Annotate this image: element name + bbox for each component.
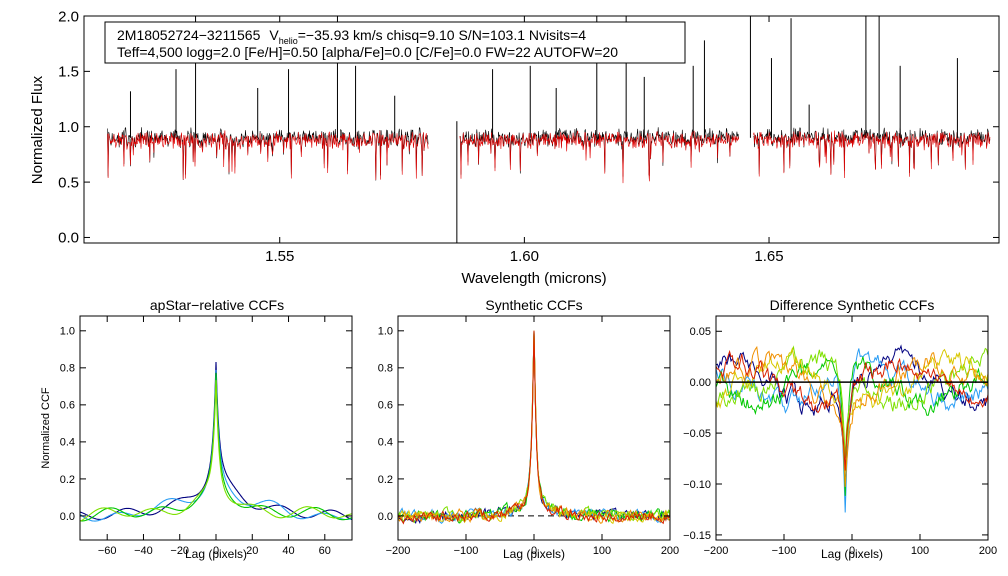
spectrum-ylabel: Normalized Flux (29, 75, 46, 184)
ccf-apstar-panel: apStar−relative CCFs −60 −40 −20 0 20 40 60 0.0… (40, 297, 353, 561)
annotation-line2: Teff=4,500 logg=2.0 [Fe/H]=0.50 [alpha/F… (117, 44, 618, 60)
ccf3-series-line (715, 356, 989, 496)
annotation-v-subscript: helio (279, 36, 298, 46)
x-tick-label: 0 (849, 545, 855, 557)
ccf1-series-line (79, 372, 353, 522)
annotation-line1: 2M18052724−3211565 Vhelio=−35.93 km/s chi… (117, 27, 586, 46)
ccf3-series-line (715, 347, 989, 472)
y-tick-label: 2.0 (58, 8, 79, 25)
x-tick-label: −200 (386, 545, 411, 557)
spectrum-xlabel: Wavelength (microns) (461, 270, 606, 287)
ccf3-series-line (715, 345, 989, 488)
spectrum-axes: 1.55 1.60 1.65 0.0 0.5 1.0 1.5 2.0 (58, 8, 999, 265)
y-tick-label: 1.0 (378, 326, 393, 338)
spectrum-annotation-box: 2M18052724−3211565 Vhelio=−35.93 km/s chi… (104, 21, 686, 64)
y-tick-label: 0.0 (58, 230, 79, 247)
spectrum-panel: 1.55 1.60 1.65 0.0 0.5 1.0 1.5 2.0 Wavelength (… (29, 8, 1000, 287)
ccf2-series-line (397, 330, 671, 525)
y-tick-label: 0.0 (378, 511, 393, 523)
x-tick-label: 40 (282, 545, 294, 557)
ccf1-xlabel: Lag (pixels) (185, 547, 247, 561)
ccf2-series-line (397, 330, 671, 524)
ccf3-series-line (715, 348, 989, 513)
x-tick-label: 100 (911, 545, 929, 557)
x-tick-label: 0 (213, 545, 219, 557)
x-tick-label: −60 (98, 545, 117, 557)
ccf3-series-line (715, 349, 989, 471)
y-tick-label: 0.4 (60, 437, 75, 449)
x-tick-label: −100 (454, 545, 479, 557)
ccf3-plot-area (715, 344, 989, 513)
x-tick-label: 0 (531, 545, 537, 557)
x-tick-label: 20 (246, 545, 258, 557)
x-tick-label: −40 (134, 545, 153, 557)
ccf2-xlabel: Lag (pixels) (503, 547, 565, 561)
x-tick-label: 100 (593, 545, 611, 557)
ccf-synthetic-panel: Synthetic CCFs −200 −100 0 100 200 0.0 0.2 0.4 0… (378, 297, 679, 561)
observed-spectrum-line (753, 127, 991, 175)
y-tick-label: −0.10 (683, 479, 711, 491)
ccf2-title: Synthetic CCFs (485, 297, 582, 313)
ccf2-series-line (397, 330, 671, 524)
ccf2-series-line (397, 330, 671, 524)
ccf-difference-panel: Difference Synthetic CCFs −200 −100 0 100 20… (683, 297, 997, 561)
ccf3-series-line (715, 345, 989, 459)
y-tick-label: 0.05 (690, 326, 711, 338)
x-tick-label: 1.60 (510, 248, 539, 265)
y-tick-label: 0.8 (378, 363, 393, 375)
spectrum-frame (83, 15, 1000, 244)
model-spectrum-line (107, 130, 429, 180)
y-tick-label: 0.00 (690, 377, 711, 389)
y-tick-label: 1.0 (58, 119, 79, 136)
y-tick-label: −0.05 (683, 428, 711, 440)
model-spectrum-line (459, 130, 739, 184)
x-tick-label: −20 (170, 545, 189, 557)
y-tick-label: 1.0 (60, 326, 75, 338)
ccf3-title: Difference Synthetic CCFs (770, 297, 935, 313)
y-tick-label: 0.2 (60, 474, 75, 486)
ccf1-frame (79, 315, 353, 541)
annotation-v-value: =−35.93 km/s chisq=9.10 S/N=103.1 Nvisit… (298, 27, 587, 43)
ccf3-xlabel: Lag (pixels) (821, 547, 883, 561)
model-spectrum-line (753, 130, 991, 179)
x-tick-label: 1.65 (754, 248, 783, 265)
y-tick-label: 0.6 (60, 400, 75, 412)
ccf3-axes: −200 −100 0 100 200 −0.15 −0.10 −0.05 0.00 0.05 (683, 316, 997, 557)
ccf1-title: apStar−relative CCFs (150, 297, 284, 313)
ccf2-axes: −200 −100 0 100 200 0.0 0.2 0.4 0.6 0.8 1.0 (378, 316, 679, 557)
y-tick-label: 1.5 (58, 64, 79, 81)
annotation-star-id: 2M18052724−3211565 (117, 27, 261, 43)
ccf1-series-line (79, 380, 353, 522)
ccf2-plot-area (397, 330, 671, 525)
annotation-frame (104, 21, 686, 64)
x-tick-label: 200 (979, 545, 997, 557)
y-tick-label: −0.15 (683, 530, 711, 542)
y-tick-label: 0.2 (378, 474, 393, 486)
x-tick-label: 200 (661, 545, 679, 557)
ccf2-series-line (397, 330, 671, 525)
annotation-v-label: V (269, 27, 279, 43)
ccf2-series-line (397, 330, 671, 524)
y-tick-label: 0.8 (60, 363, 75, 375)
x-tick-label: 60 (319, 545, 331, 557)
ccf1-plot-area (79, 361, 353, 522)
ccf2-series-line (397, 330, 671, 525)
ccf1-ylabel: Normalized CCF (40, 387, 52, 469)
y-tick-label: 0.5 (58, 174, 79, 191)
y-tick-label: 0.4 (378, 437, 393, 449)
ccf1-axes: −60 −40 −20 0 20 40 60 0.0 0.2 0.4 0.6 0.8 1.0 (60, 316, 352, 557)
x-tick-label: 1.55 (265, 248, 294, 265)
y-tick-label: 0.6 (378, 400, 393, 412)
x-tick-label: −100 (772, 545, 797, 557)
y-tick-label: 0.0 (60, 511, 75, 523)
spectrum-plot-area (107, 16, 991, 243)
x-tick-label: −200 (704, 545, 729, 557)
